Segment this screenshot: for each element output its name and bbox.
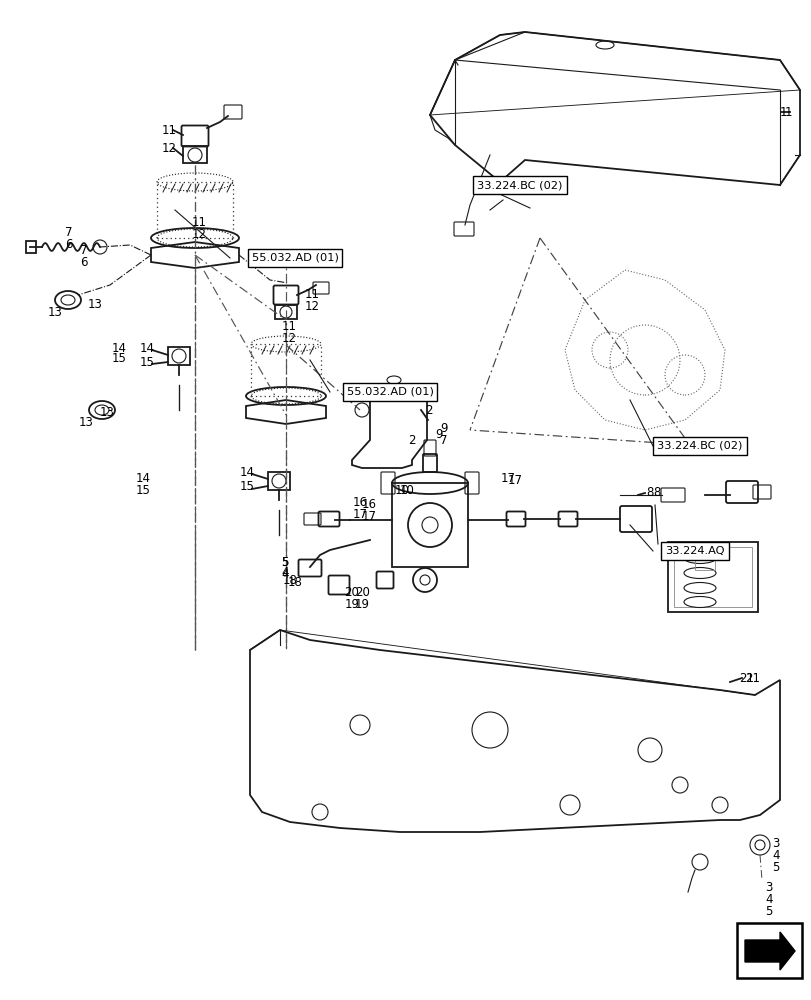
Text: 10: 10	[400, 484, 414, 496]
Text: 14: 14	[112, 342, 127, 355]
Text: 33.224.BC (02): 33.224.BC (02)	[477, 180, 562, 190]
Text: 11: 11	[162, 124, 177, 137]
Text: 18: 18	[288, 576, 303, 588]
Text: 20: 20	[354, 586, 370, 599]
Text: 12: 12	[162, 142, 177, 155]
Text: 5: 5	[771, 861, 779, 874]
Text: 13: 13	[79, 416, 93, 428]
Text: 33.224.BC (02): 33.224.BC (02)	[656, 441, 742, 451]
Text: 16: 16	[362, 498, 376, 512]
Text: 10: 10	[394, 484, 409, 496]
Text: 55.032.AD (01): 55.032.AD (01)	[346, 387, 433, 397]
Text: 12: 12	[281, 332, 297, 346]
Text: 3: 3	[764, 882, 771, 894]
Text: 55.032.AD (01): 55.032.AD (01)	[251, 253, 338, 263]
Text: 11: 11	[191, 216, 207, 229]
Text: 8: 8	[652, 486, 659, 498]
Text: 21: 21	[738, 672, 753, 684]
Text: 12: 12	[305, 300, 320, 314]
Text: 4: 4	[764, 894, 771, 906]
Text: 7: 7	[80, 243, 88, 256]
Text: 33.224.AQ: 33.224.AQ	[664, 546, 724, 556]
Text: 15: 15	[135, 484, 151, 496]
Text: 14: 14	[240, 466, 255, 479]
Text: 5: 5	[281, 556, 289, 570]
Text: 7: 7	[65, 227, 72, 239]
Text: 9: 9	[440, 422, 447, 434]
Text: 17: 17	[362, 510, 376, 524]
Text: 3: 3	[771, 837, 779, 850]
Text: 5: 5	[281, 556, 288, 568]
Text: 2: 2	[407, 434, 415, 446]
Text: 6: 6	[65, 238, 72, 251]
Text: 15: 15	[240, 481, 255, 493]
Text: 17: 17	[352, 508, 367, 522]
Text: 21: 21	[744, 672, 759, 684]
Bar	[667, 542, 757, 612]
Bar	[673, 547, 751, 607]
Text: 17: 17	[500, 472, 515, 485]
Text: 12: 12	[191, 228, 207, 240]
Text: 19: 19	[344, 597, 359, 610]
Text: 14: 14	[135, 472, 151, 485]
Polygon shape	[744, 932, 794, 970]
Bar	[26, 241, 36, 253]
Text: 17: 17	[508, 474, 522, 487]
Text: 15: 15	[139, 356, 155, 368]
Text: 1: 1	[779, 106, 787, 119]
Text: 16: 16	[352, 496, 367, 510]
Text: 9: 9	[435, 428, 442, 440]
Bar	[694, 545, 714, 570]
Bar	[736, 923, 801, 978]
Text: 4: 4	[281, 566, 288, 580]
Text: 15: 15	[112, 353, 127, 365]
Text: 5: 5	[764, 905, 771, 918]
Text: 14: 14	[139, 342, 155, 355]
Text: 4: 4	[771, 849, 779, 862]
Text: 1: 1	[784, 106, 792, 119]
Text: 20: 20	[344, 585, 359, 598]
Text: 18: 18	[282, 574, 297, 586]
Text: 11: 11	[281, 320, 297, 332]
Text: 4: 4	[281, 568, 289, 582]
Text: 13: 13	[100, 406, 114, 420]
Text: 8: 8	[646, 487, 653, 499]
Text: 7: 7	[440, 434, 447, 446]
Text: 19: 19	[354, 598, 370, 611]
Text: 13: 13	[88, 298, 103, 312]
Text: 13: 13	[48, 306, 62, 320]
Text: 11: 11	[305, 288, 320, 302]
Text: 2: 2	[424, 403, 432, 416]
Text: 6: 6	[80, 255, 88, 268]
